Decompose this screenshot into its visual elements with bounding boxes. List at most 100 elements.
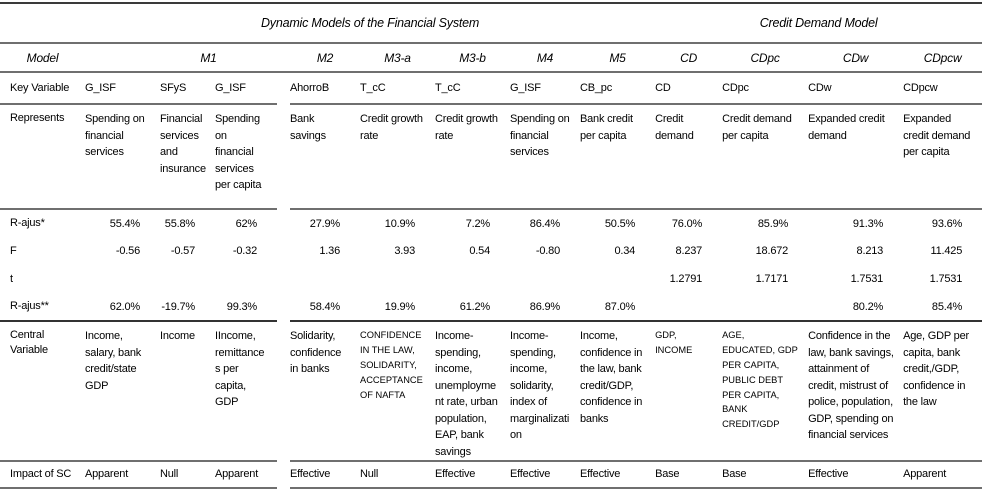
table-cell: G_ISF	[85, 72, 160, 105]
table-cell: SFyS	[160, 72, 215, 105]
table-cell: -0.32	[232, 245, 257, 257]
table-cell: Apparent	[903, 461, 982, 489]
table-cell: 7.2%	[465, 217, 490, 230]
corner-cell	[0, 2, 85, 44]
table-cell: Income, salary, bank credit/state GDP	[85, 321, 160, 462]
table-cell: Solidarity, confidence in banks	[290, 321, 360, 462]
table-cell	[722, 293, 809, 322]
model-header: M2	[290, 43, 360, 73]
table-header: Dynamic Models of the Financial System Cr…	[0, 2, 982, 73]
table-cell: Effective	[510, 461, 580, 489]
table-cell: 10.9%	[384, 217, 415, 230]
model-header: M4	[510, 43, 580, 73]
table-cell: 27.9%	[309, 217, 340, 230]
table-cell: IIncome, remittances per capita, GDP	[215, 321, 277, 462]
table-cell: 18.672	[755, 245, 789, 257]
table-cell: 76.0%	[671, 217, 703, 230]
table-row: Key Variable G_ISF SFyS G_ISF AhorroB T_cC T_c…	[0, 72, 982, 105]
row-label: Key Variable	[0, 72, 85, 105]
table-cell: 99.3%	[215, 293, 277, 322]
group-header: Credit Demand Model	[655, 2, 982, 44]
table-cell: Null	[160, 461, 215, 489]
table-cell	[85, 265, 160, 293]
table-cell: 87.0%	[580, 293, 656, 322]
table-cell: Spending on financial services per capit…	[215, 104, 277, 210]
table-cell: 86.9%	[510, 293, 580, 322]
table-cell: Effective	[290, 461, 360, 489]
table-cell: Confidence in the law, bank savings, att…	[808, 321, 904, 462]
table-cell	[655, 293, 723, 322]
table-cell: Income, confidence in the law, bank cred…	[580, 321, 656, 462]
table-cell: Spending on financial services	[85, 104, 160, 210]
table-cell: AGE, EDUCATED, GDP PER CAPITA, PUBLIC DE…	[722, 321, 809, 462]
table-cell: Effective	[808, 461, 904, 489]
table-cell: Base	[655, 461, 723, 489]
table-cell: -0.57	[170, 245, 195, 257]
spacer-cell	[277, 293, 290, 321]
table-cell: CB_pc	[580, 72, 656, 105]
table-cell: Credit demand per capita	[722, 104, 809, 210]
table-cell: 0.34	[614, 245, 636, 257]
table-cell: -0.56	[115, 245, 140, 257]
model-header: M1	[85, 43, 277, 73]
table-cell: 58.4%	[290, 293, 360, 322]
table-cell: 8.237	[675, 245, 703, 257]
row-label: R-ajus**	[0, 293, 85, 322]
table-cell	[435, 265, 510, 293]
table-cell: 1.36	[319, 245, 340, 257]
table-cell: Income-spending, income, solidarity, ind…	[510, 321, 580, 462]
table-cell: 50.5%	[604, 217, 636, 230]
table-cell: 1.7531	[850, 273, 884, 285]
table-cell: -19.7%	[160, 293, 215, 322]
table-cell: 11.425	[930, 245, 963, 257]
table-cell: CDw	[808, 72, 904, 105]
model-header: CDpcw	[903, 43, 982, 73]
spacer-cell	[277, 43, 290, 73]
spacer-cell	[277, 265, 290, 293]
spacer-cell	[277, 104, 290, 209]
table-cell: 62.0%	[85, 293, 160, 322]
table-row: F -0.56 -0.57 -0.32 1.36 3.93 0.54 -0.80 0.34 8.2…	[0, 237, 982, 265]
spacer-cell	[277, 321, 290, 461]
table-cell	[360, 265, 435, 293]
group-header: Dynamic Models of the Financial System	[85, 2, 656, 44]
model-header: M3-a	[360, 43, 435, 73]
table-cell: Null	[360, 461, 435, 489]
spacer-cell	[277, 461, 290, 488]
model-header: CDpc	[722, 43, 809, 73]
table-cell: GDP, INCOME	[655, 321, 723, 462]
group-header-row: Dynamic Models of the Financial System Cr…	[0, 2, 982, 44]
model-header: M5	[580, 43, 656, 73]
table-cell	[290, 265, 360, 293]
table-cell	[160, 265, 215, 293]
table-cell: Income-spending, income, unemployment ra…	[435, 321, 510, 462]
table-cell: Effective	[435, 461, 510, 489]
table-row: Impact of SC Apparent Null Apparent Effectiv…	[0, 461, 982, 489]
table-cell: 85.4%	[903, 293, 982, 322]
table-cell: Bank credit per capita	[580, 104, 656, 210]
table-cell: 80.2%	[808, 293, 904, 322]
table-cell: Effective	[580, 461, 656, 489]
row-label: Central Variable	[0, 321, 85, 462]
table-cell: Base	[722, 461, 809, 489]
table-cell: 62%	[235, 217, 258, 230]
table-cell: Income	[160, 321, 215, 462]
table-cell: 55.8%	[164, 217, 195, 230]
row-label: F	[10, 244, 17, 257]
table-cell: T_cC	[360, 72, 435, 105]
table-cell: 85.9%	[757, 217, 789, 230]
table-row: R-ajus** 62.0% -19.7% 99.3% 58.4% 19.9% 61.2% 8…	[0, 293, 982, 322]
table-cell	[215, 265, 277, 293]
model-row: Model M1 M2 M3-a M3-b M4 M5 CD CDpc CDw CDpcw	[0, 43, 982, 73]
row-label: R-ajus*	[10, 217, 45, 230]
table-row: Central Variable Income, salary, bank cre…	[0, 321, 982, 462]
table-cell	[510, 265, 580, 293]
table-cell: 8.213	[856, 245, 884, 257]
table-cell: Credit demand	[655, 104, 723, 210]
table-cell: 61.2%	[435, 293, 510, 322]
table-cell: Financial services and insurance	[160, 104, 215, 210]
table-cell: -0.80	[535, 245, 560, 257]
spacer-cell	[277, 72, 290, 104]
table-cell: 1.2791	[669, 273, 703, 285]
table-row: Represents Spending on financial services…	[0, 104, 982, 210]
